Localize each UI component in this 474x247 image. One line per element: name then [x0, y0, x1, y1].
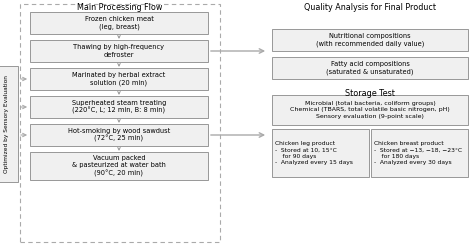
FancyBboxPatch shape [30, 124, 208, 146]
Text: Superheated steam treating
(220°C, L; 12 min, B: 8 min): Superheated steam treating (220°C, L; 12… [72, 100, 166, 114]
Text: Marinated by herbal extract
solution (20 min): Marinated by herbal extract solution (20… [73, 72, 165, 86]
Text: Fatty acid compositions
(saturated & unsaturated): Fatty acid compositions (saturated & uns… [326, 61, 414, 75]
FancyBboxPatch shape [272, 95, 468, 125]
FancyBboxPatch shape [30, 96, 208, 118]
Text: Chicken leg product
-  Stored at 10, 15°C
    for 90 days
-  Analyzed every 15 d: Chicken leg product - Stored at 10, 15°C… [275, 141, 353, 165]
FancyBboxPatch shape [371, 129, 468, 177]
Text: Thawing by high-frequency
defroster: Thawing by high-frequency defroster [73, 44, 164, 58]
FancyBboxPatch shape [30, 40, 208, 62]
Text: Frozen chicken meat
(leg, breast): Frozen chicken meat (leg, breast) [84, 16, 154, 30]
Text: Quality Analysis for Final Product: Quality Analysis for Final Product [304, 3, 436, 12]
Text: Nutritional compositions
(with recommended daily value): Nutritional compositions (with recommend… [316, 33, 424, 47]
Text: Storage Test: Storage Test [345, 89, 395, 98]
FancyBboxPatch shape [272, 29, 468, 51]
Text: Hot-smoking by wood sawdust
(72°C, 25 min): Hot-smoking by wood sawdust (72°C, 25 mi… [68, 127, 170, 143]
FancyBboxPatch shape [30, 152, 208, 180]
FancyBboxPatch shape [272, 129, 369, 177]
Text: Chicken breast product
-  Stored at −13, −18, −23°C
    for 180 days
-  Analyzed: Chicken breast product - Stored at −13, … [374, 141, 462, 165]
Text: Main Processing Flow: Main Processing Flow [77, 3, 163, 12]
Text: Vacuum packed
& pasteurized at water bath
(90°C, 20 min): Vacuum packed & pasteurized at water bat… [72, 155, 166, 177]
FancyBboxPatch shape [30, 68, 208, 90]
FancyBboxPatch shape [30, 12, 208, 34]
FancyBboxPatch shape [272, 57, 468, 79]
Text: Optimized by Sensory Evaluation: Optimized by Sensory Evaluation [4, 75, 9, 173]
Text: Microbial (total bacteria, coliform groups)
Chemical (TBARS, total volatile basi: Microbial (total bacteria, coliform grou… [290, 101, 450, 119]
